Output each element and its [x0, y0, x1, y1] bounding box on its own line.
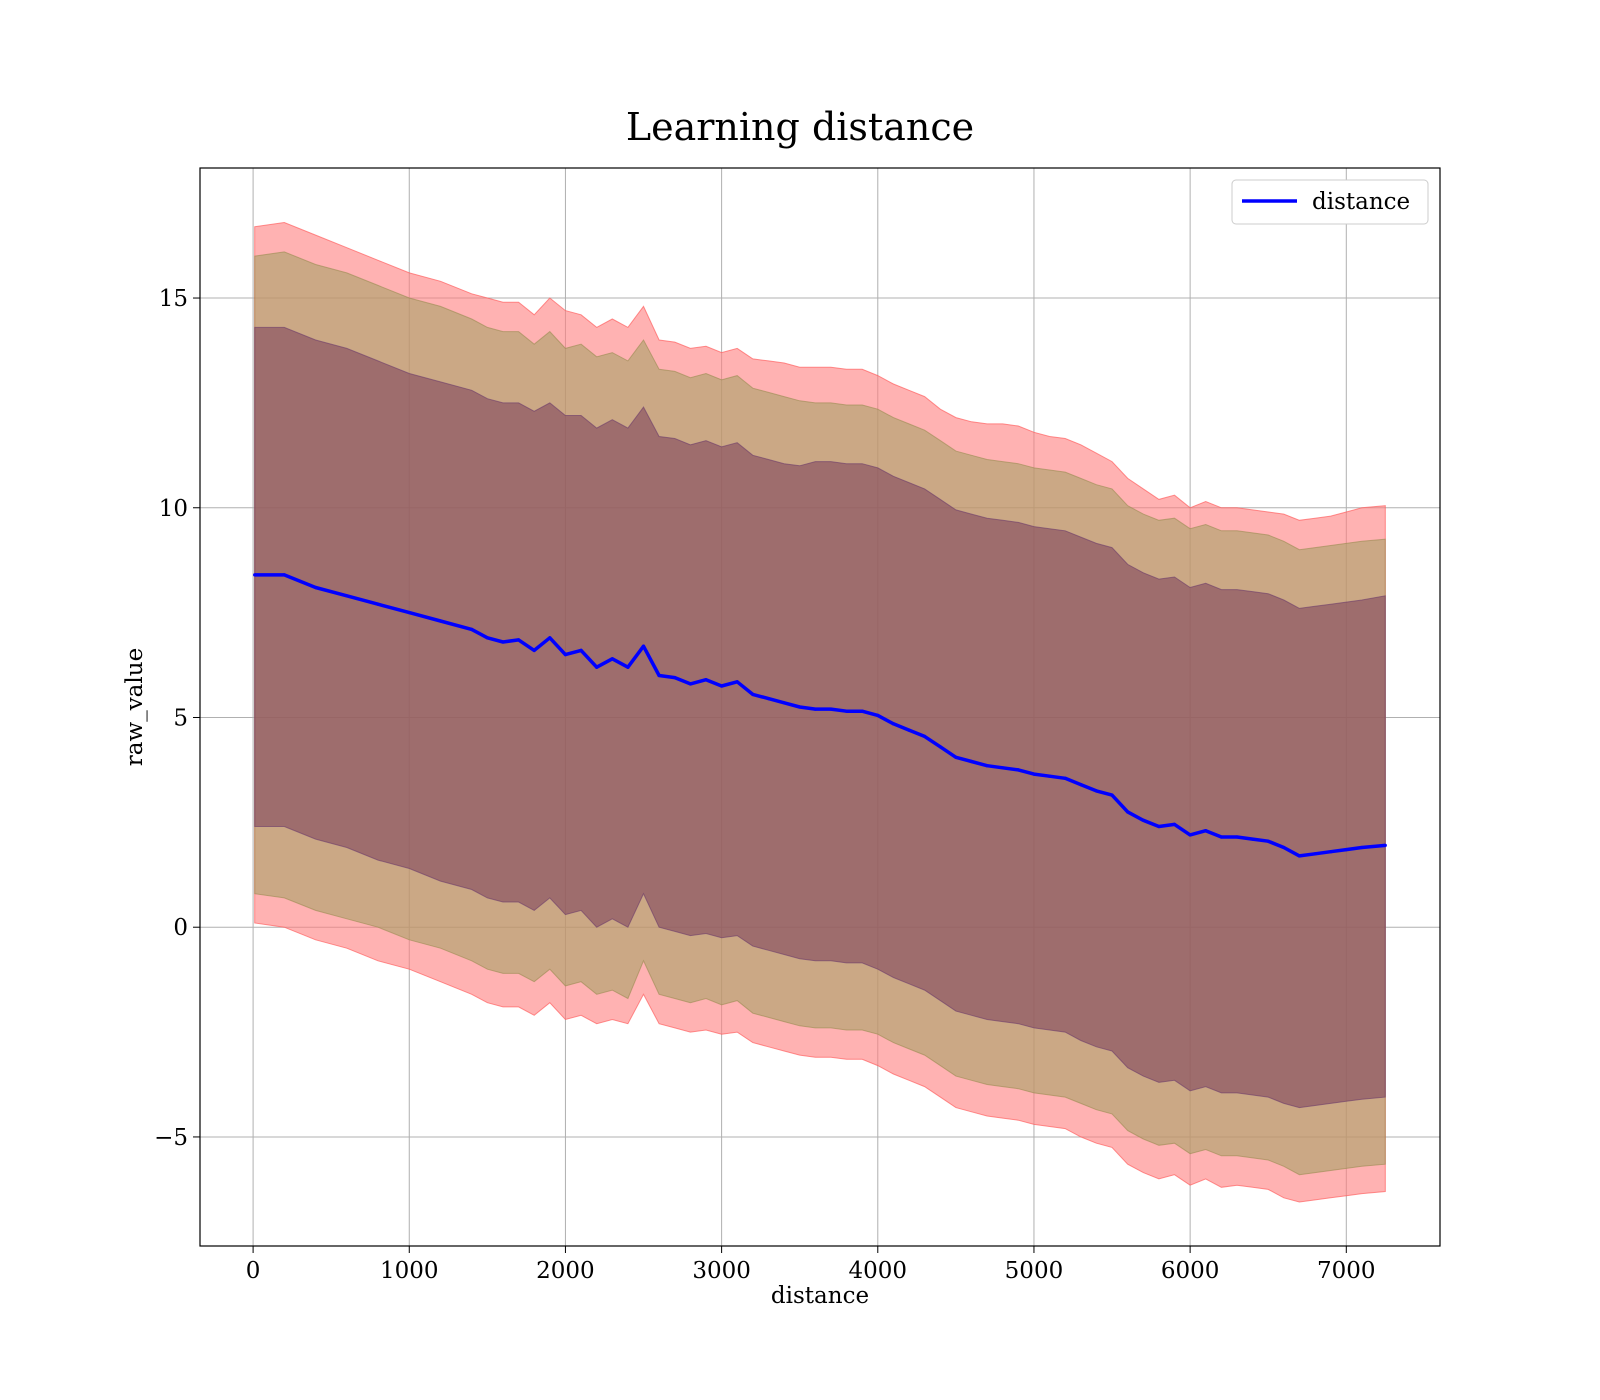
data-point: [1360, 845, 1364, 850]
data-point: [891, 722, 896, 726]
data-point: [1063, 776, 1067, 780]
data-point: [735, 680, 739, 684]
data-point: [1110, 793, 1114, 797]
legend: distance: [1231, 179, 1429, 225]
data-point: [1297, 854, 1301, 858]
data-point: [844, 709, 849, 713]
data-point: [1126, 810, 1130, 814]
data-point: [1157, 824, 1161, 829]
data-point: [1172, 822, 1177, 827]
data-point: [595, 665, 599, 669]
data-point: [563, 653, 568, 657]
data-point: [253, 573, 257, 577]
data-point: [438, 619, 443, 623]
x-tick-label: 5000: [1005, 1258, 1064, 1284]
data-point: [938, 745, 942, 749]
x-tick-label: 3000: [692, 1258, 751, 1284]
data-point: [720, 684, 724, 688]
x-tick-label: 4000: [849, 1258, 908, 1284]
data-point: [1204, 829, 1208, 833]
data-point: [657, 673, 661, 678]
data-point: [1048, 774, 1052, 778]
y-tick-label: 5: [173, 705, 188, 731]
series-lines: [253, 573, 1387, 858]
data-point: [1251, 837, 1255, 841]
legend-label-distance: distance: [1312, 189, 1410, 215]
data-point: [985, 764, 989, 768]
data-point: [501, 640, 505, 644]
data-point: [798, 705, 802, 709]
data-point: [1329, 850, 1333, 854]
chart-title: Learning distance: [626, 105, 974, 149]
data-point: [969, 759, 974, 764]
y-tick-label: 10: [159, 496, 188, 522]
data-point: [829, 707, 833, 711]
data-point: [1219, 835, 1223, 839]
data-point: [532, 648, 536, 653]
data-point: [907, 728, 911, 732]
axis-ticks: 0 1000 2000 3000 4000 5000 6000 7000 −5 0 5 10 15: [154, 286, 1375, 1284]
band-inner: [254, 326, 1386, 1109]
x-tick-label: 6000: [1161, 1258, 1220, 1284]
data-point: [813, 707, 817, 711]
data-point: [1383, 843, 1387, 848]
data-point: [345, 594, 349, 598]
y-tick-label: 0: [173, 915, 188, 941]
data-point: [782, 701, 786, 705]
data-point: [1016, 768, 1020, 772]
data-point: [1141, 818, 1145, 822]
plot-frame: [199, 167, 1441, 1247]
data-point: [860, 709, 864, 713]
data-point: [470, 627, 474, 632]
data-point: [1188, 833, 1192, 837]
data-point: [876, 713, 880, 718]
y-tick-label: −5: [154, 1125, 188, 1151]
data-point: [1266, 839, 1270, 843]
data-point: [314, 585, 318, 590]
x-tick-label: 0: [246, 1258, 261, 1284]
data-point: [673, 676, 677, 680]
data-point: [610, 657, 614, 661]
data-point: [517, 638, 521, 642]
data-point: [376, 602, 380, 606]
data-point: [1235, 835, 1239, 839]
x-tick-label: 7000: [1317, 1258, 1376, 1284]
x-tick-label: 1000: [380, 1258, 439, 1284]
data-point: [1079, 783, 1083, 787]
data-point: [954, 755, 958, 759]
data-point: [923, 734, 927, 739]
x-axis-label: distance: [771, 1283, 869, 1309]
data-point: [579, 648, 583, 653]
legend-box: [1231, 179, 1429, 225]
y-axis-label: raw_value: [122, 648, 148, 766]
confidence-bands: [254, 221, 1386, 1203]
data-point: [485, 636, 489, 640]
x-tick-label: 2000: [536, 1258, 595, 1284]
data-point: [548, 636, 552, 640]
data-point: [1282, 845, 1286, 850]
data-point: [1344, 848, 1348, 852]
y-tick-label: 15: [159, 286, 188, 312]
data-point: [688, 682, 693, 686]
data-point: [1313, 852, 1317, 856]
data-point: [766, 697, 771, 701]
data-point: [641, 644, 646, 648]
data-point: [704, 678, 708, 682]
data-point: [1094, 789, 1098, 793]
series-line-distance: [254, 573, 1386, 858]
data-point: [407, 611, 411, 615]
data-point: [1001, 766, 1005, 770]
data-point: [751, 692, 755, 697]
data-point: [282, 573, 286, 577]
data-point: [626, 665, 630, 669]
data-point: [1032, 772, 1036, 776]
